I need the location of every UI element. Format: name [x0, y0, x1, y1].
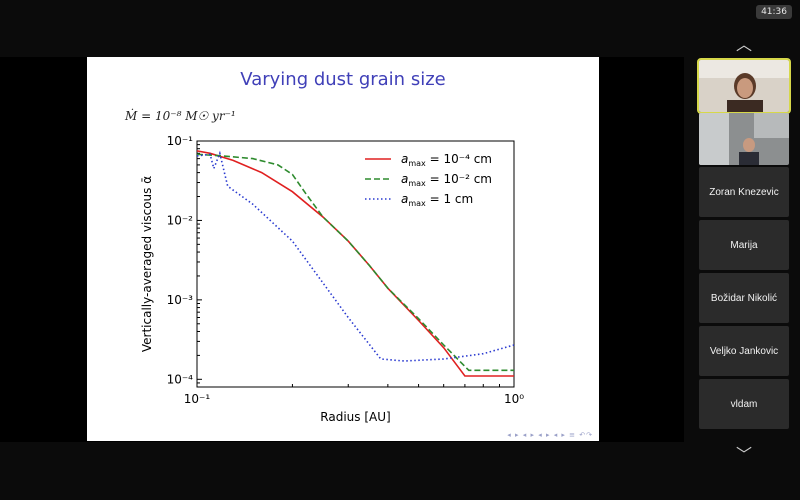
x-tick-label: 10⁻¹ — [184, 392, 211, 406]
participant-tile[interactable]: vldam — [699, 379, 789, 429]
scroll-down-chevron-icon[interactable]: ﹀ — [735, 445, 752, 464]
y-axis-label: Vertically-averaged viscous ᾱ — [140, 176, 154, 352]
person-video-icon — [699, 113, 789, 165]
x-tick-label: 10⁰ — [504, 392, 524, 406]
alpha-vs-radius-chart: 10⁻⁴ 10⁻³ 10⁻² 10⁻¹ 10⁻¹ 10⁰ Radius [AU] Vertic… — [140, 134, 524, 424]
participant-name: Veljko Jankovic — [709, 345, 779, 357]
y-tick-label: 10⁻¹ — [167, 134, 194, 148]
participant-tile[interactable]: Marija — [699, 220, 789, 270]
slide-navigation-controls[interactable]: ◂ ▸ ◂ ▸ ◂ ▸ ◂ ▸ ≡ ↶↷ — [507, 431, 593, 439]
series-line-1 — [196, 150, 514, 377]
slide-title: Varying dust grain size — [240, 69, 446, 90]
legend-entry-3: amax = 1 cm — [401, 192, 473, 208]
series-line-2 — [196, 153, 514, 372]
x-axis-label: Radius [AU] — [320, 410, 390, 424]
accretion-rate-label: Ṁ = 10⁻⁸ M☉ yr⁻¹ — [125, 109, 236, 123]
participant-video-2[interactable] — [699, 113, 789, 165]
participant-tile[interactable]: Božidar Nikolić — [699, 273, 789, 323]
legend-entry-2: amax = 10⁻² cm — [401, 172, 492, 188]
plot-frame — [196, 140, 515, 388]
participant-name: Marija — [730, 239, 758, 251]
participant-name: Božidar Nikolić — [710, 292, 778, 304]
participant-name: vldam — [730, 398, 758, 410]
scroll-up-chevron-icon[interactable]: ︿ — [735, 35, 752, 54]
y-tick-label: 10⁻² — [167, 213, 194, 227]
y-tick-label: 10⁻³ — [167, 293, 194, 307]
meeting-timer: 41:36 — [756, 5, 792, 19]
legend-entry-1: amax = 10⁻⁴ cm — [401, 152, 492, 168]
participant-tile[interactable]: Veljko Jankovic — [699, 326, 789, 376]
participant-video-1[interactable] — [697, 58, 791, 114]
participant-name: Zoran Knezevic — [709, 186, 779, 198]
person-video-icon — [699, 60, 789, 112]
y-tick-label: 10⁻⁴ — [167, 372, 194, 386]
participant-tile[interactable]: Zoran Knezevic — [699, 167, 789, 217]
presentation-slide: Varying dust grain size Ṁ = 10⁻⁸ M☉ yr⁻¹… — [87, 57, 599, 441]
